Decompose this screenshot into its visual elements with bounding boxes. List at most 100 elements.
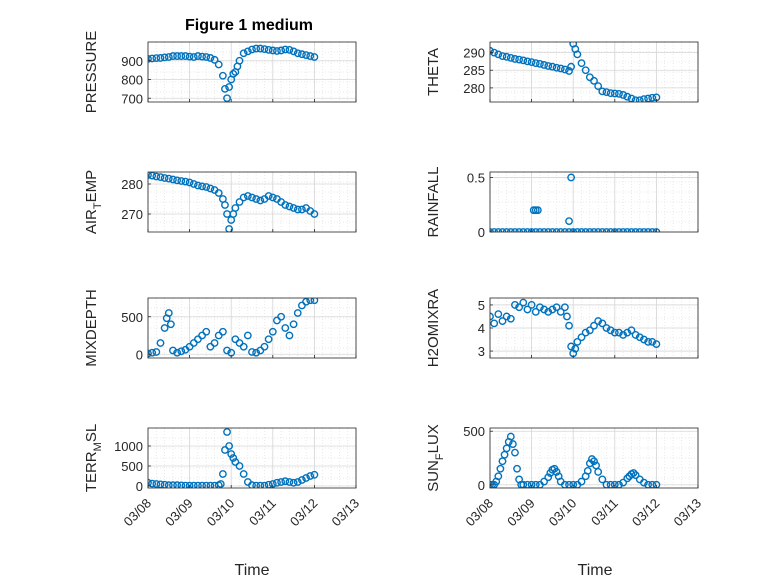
h2omixra-point [581, 328, 590, 337]
theta-ylabel: THETA [425, 48, 442, 96]
h2omixra-point [506, 314, 515, 323]
terr_msl-point [310, 470, 319, 479]
sun_flux-point [619, 478, 628, 487]
figure-title: Figure 1 medium [185, 17, 313, 34]
subplot-sun_flux: 0 500 03/08 03/09 03/10 03/11 03/12 03/13 SUNFLU… [425, 424, 704, 529]
terr_msl-point [189, 481, 198, 488]
rainfall-ytick-label: 0 [478, 225, 485, 240]
pressure-point [285, 45, 294, 54]
pressure-point [210, 55, 219, 64]
pressure-point [289, 47, 298, 56]
rainfall-point [640, 228, 648, 232]
theta-ytick-label: 290 [463, 46, 485, 61]
h2omixra-point [652, 340, 661, 349]
theta-point [494, 50, 503, 59]
theta-point [598, 87, 607, 96]
terr_msl-point [235, 462, 244, 470]
mixdepth-point [302, 298, 310, 306]
terr_msl-point [277, 478, 286, 486]
sun_flux-xtick-label: 03/11 [588, 496, 621, 529]
rainfall-point [644, 228, 652, 232]
theta-point [581, 66, 590, 75]
mixdepth-point [218, 327, 227, 336]
pressure-axes-box [147, 41, 357, 103]
rainfall-point [610, 228, 619, 232]
terr_msl-xtick-label: 03/13 [329, 496, 363, 530]
sun_flux-xtick-label: 03/09 [504, 496, 538, 530]
air_temp-point [243, 192, 252, 200]
air_temp-point [264, 192, 273, 200]
terr_msl-point [164, 481, 173, 488]
air_temp-point [177, 177, 186, 185]
theta-point [498, 52, 507, 61]
pressure-point [260, 45, 269, 54]
air_temp-point [214, 189, 223, 197]
h2omixra-point [565, 321, 573, 330]
terr_msl-plot-area [148, 428, 356, 488]
sun_flux-point [577, 477, 586, 486]
subplot-pressure: 700 800 900 PRESSURE [83, 31, 357, 113]
subplot-mixdepth: 0 500 MIXDEPTH [83, 289, 357, 367]
rainfall-point [515, 228, 524, 232]
rainfall-point [615, 228, 623, 232]
pressure-point [194, 52, 202, 60]
pressure-point [164, 53, 173, 61]
terr_msl-point [221, 446, 229, 454]
sun_flux-point [631, 471, 640, 480]
terr_msl-ytick-label: 0 [136, 479, 143, 494]
mixdepth-point [210, 339, 219, 347]
sun_flux-point [590, 457, 598, 466]
theta-ytick-label: 285 [463, 63, 485, 78]
h2omixra-point [648, 337, 657, 346]
h2omixra-series [490, 298, 661, 358]
pressure-point [206, 54, 215, 62]
h2omixra-point [523, 305, 532, 314]
mixdepth-point [264, 335, 273, 344]
h2omixra-ytick-label: 3 [478, 344, 485, 359]
h2omixra-point [610, 328, 619, 337]
theta-point [567, 62, 576, 71]
air_temp-point [310, 210, 319, 218]
rainfall-point [577, 228, 586, 232]
air_temp-point [206, 184, 215, 193]
mixdepth-point [289, 320, 298, 329]
sun_flux-ytick-label: 500 [463, 424, 485, 439]
h2omixra-point [548, 305, 557, 314]
rainfall-point [531, 228, 540, 232]
terr_msl-point [229, 454, 238, 462]
air_temp-point [173, 176, 182, 185]
terr_msl-point [239, 470, 248, 478]
mixdepth-point [252, 348, 261, 357]
rainfall-point [533, 206, 542, 215]
terr_msl-point [252, 481, 261, 488]
pressure-point [256, 44, 265, 53]
terr_msl-xtick-label: 03/12 [287, 496, 321, 530]
pressure-point [181, 52, 190, 60]
theta-point [565, 67, 573, 75]
theta-point [515, 55, 524, 64]
air_temp-point [164, 174, 173, 183]
terr_msl-point [198, 481, 206, 488]
sun_flux-point [629, 469, 638, 477]
rainfall-point [606, 228, 615, 232]
air_temp-plot-area [148, 172, 356, 232]
pressure-point [252, 44, 261, 53]
air_temp-point [198, 182, 206, 191]
pressure-point [198, 52, 206, 61]
sun_flux-xtick-label: 03/08 [463, 496, 497, 530]
theta-point [619, 91, 628, 99]
terr_msl-point [181, 481, 190, 488]
terr_msl-point [216, 480, 225, 488]
pressure-point [152, 54, 161, 63]
pressure-point [223, 94, 231, 102]
rainfall-point [511, 228, 519, 232]
sun_flux-ylabel: SUNFLUX [425, 424, 446, 492]
mixdepth-ylabel: MIXDEPTH [83, 289, 100, 367]
theta-point [615, 89, 623, 98]
rainfall-axes-box [489, 171, 699, 233]
terr_msl-point [206, 481, 215, 488]
h2omixra-point [602, 324, 611, 332]
sun_flux-xtick-label: 03/12 [629, 496, 663, 530]
mixdepth-axes-box [147, 297, 357, 359]
pressure-series [148, 44, 319, 102]
